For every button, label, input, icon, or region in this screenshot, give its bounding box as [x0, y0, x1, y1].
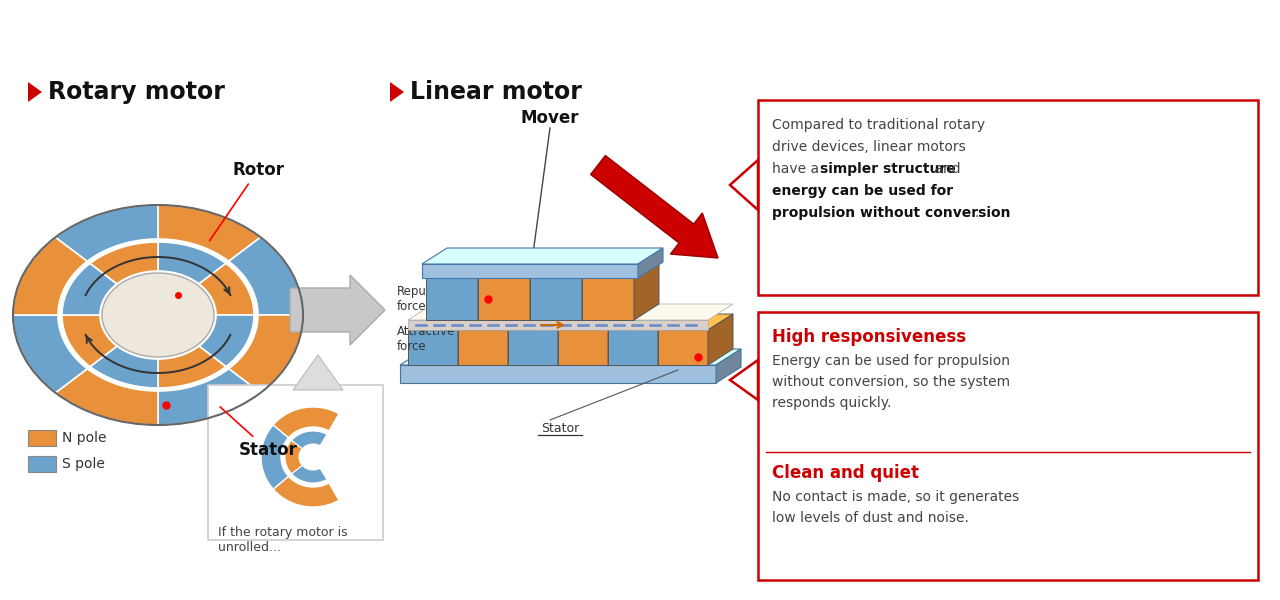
- Polygon shape: [477, 262, 556, 278]
- Polygon shape: [157, 369, 261, 425]
- Polygon shape: [13, 237, 87, 315]
- Polygon shape: [273, 476, 339, 507]
- Text: N pole: N pole: [61, 431, 106, 445]
- FancyBboxPatch shape: [758, 100, 1258, 295]
- Polygon shape: [582, 278, 634, 320]
- Polygon shape: [530, 262, 556, 320]
- Text: Mover: Mover: [521, 109, 580, 127]
- Polygon shape: [408, 314, 483, 330]
- Bar: [28, 430, 56, 446]
- Text: simpler structure: simpler structure: [820, 162, 956, 176]
- Text: propulsion without conversion: propulsion without conversion: [772, 206, 1010, 220]
- FancyBboxPatch shape: [758, 312, 1258, 580]
- Polygon shape: [61, 315, 116, 367]
- Polygon shape: [530, 278, 582, 320]
- Polygon shape: [408, 320, 708, 330]
- Polygon shape: [634, 262, 659, 320]
- Polygon shape: [422, 248, 663, 264]
- Text: drive devices, linear motors: drive devices, linear motors: [772, 140, 965, 154]
- Polygon shape: [285, 440, 302, 474]
- Text: Clean and quiet: Clean and quiet: [772, 464, 919, 482]
- Text: Compared to traditional rotary: Compared to traditional rotary: [772, 118, 986, 132]
- Text: S pole: S pole: [61, 457, 105, 471]
- Text: High responsiveness: High responsiveness: [772, 328, 966, 346]
- Polygon shape: [422, 264, 637, 278]
- Polygon shape: [28, 82, 42, 102]
- Polygon shape: [229, 315, 303, 393]
- Polygon shape: [408, 304, 733, 320]
- Polygon shape: [13, 315, 87, 393]
- Polygon shape: [558, 314, 634, 330]
- Polygon shape: [582, 262, 607, 320]
- Text: Rotary motor: Rotary motor: [49, 80, 225, 104]
- Polygon shape: [229, 237, 303, 315]
- Polygon shape: [458, 314, 532, 330]
- Polygon shape: [608, 314, 684, 330]
- Polygon shape: [261, 425, 288, 489]
- Text: Stator: Stator: [541, 422, 579, 435]
- Text: have a: have a: [772, 162, 823, 176]
- Ellipse shape: [102, 273, 214, 357]
- Polygon shape: [292, 466, 326, 483]
- Text: If the rotary motor is
unrolled...: If the rotary motor is unrolled...: [218, 526, 348, 554]
- Polygon shape: [426, 262, 503, 278]
- Polygon shape: [198, 263, 253, 315]
- Polygon shape: [399, 365, 716, 383]
- Polygon shape: [558, 314, 582, 365]
- Text: Energy can be used for propulsion
without conversion, so the system
responds qui: Energy can be used for propulsion withou…: [772, 354, 1010, 410]
- Polygon shape: [293, 355, 343, 390]
- Polygon shape: [708, 314, 733, 365]
- Polygon shape: [292, 431, 326, 449]
- Polygon shape: [408, 330, 458, 365]
- Polygon shape: [157, 205, 261, 261]
- Polygon shape: [198, 315, 253, 367]
- Text: and: and: [931, 162, 960, 176]
- Polygon shape: [477, 262, 503, 320]
- Polygon shape: [508, 314, 582, 330]
- Bar: [28, 456, 56, 472]
- Polygon shape: [508, 330, 558, 365]
- Text: Attractive
force: Attractive force: [397, 325, 456, 353]
- Polygon shape: [90, 346, 157, 388]
- Text: Repulsive
force: Repulsive force: [397, 285, 454, 313]
- Text: energy can be used for: energy can be used for: [772, 184, 954, 198]
- Polygon shape: [530, 262, 607, 278]
- Text: No contact is made, so it generates
low levels of dust and noise.: No contact is made, so it generates low …: [772, 490, 1019, 525]
- Polygon shape: [637, 248, 663, 278]
- Polygon shape: [157, 242, 225, 284]
- Polygon shape: [61, 263, 116, 315]
- Polygon shape: [608, 330, 658, 365]
- Polygon shape: [658, 330, 708, 365]
- Text: Rotor: Rotor: [210, 161, 284, 241]
- Polygon shape: [658, 314, 684, 365]
- Polygon shape: [390, 82, 404, 102]
- Polygon shape: [157, 346, 225, 388]
- Polygon shape: [55, 369, 157, 425]
- Polygon shape: [273, 407, 339, 438]
- Polygon shape: [582, 262, 659, 278]
- Polygon shape: [508, 314, 532, 365]
- FancyArrow shape: [590, 155, 718, 258]
- Polygon shape: [730, 160, 758, 210]
- Polygon shape: [730, 360, 758, 400]
- Polygon shape: [55, 205, 157, 261]
- FancyBboxPatch shape: [207, 385, 383, 540]
- Polygon shape: [558, 330, 608, 365]
- FancyArrow shape: [291, 275, 385, 345]
- Polygon shape: [608, 314, 634, 365]
- Text: Stator: Stator: [220, 407, 297, 459]
- Text: Linear motor: Linear motor: [410, 80, 582, 104]
- Polygon shape: [458, 314, 483, 365]
- Polygon shape: [658, 314, 733, 330]
- Polygon shape: [477, 278, 530, 320]
- Polygon shape: [458, 330, 508, 365]
- Polygon shape: [399, 349, 741, 365]
- Text: .: .: [974, 206, 978, 220]
- Polygon shape: [90, 242, 157, 284]
- Polygon shape: [426, 278, 477, 320]
- Polygon shape: [716, 349, 741, 383]
